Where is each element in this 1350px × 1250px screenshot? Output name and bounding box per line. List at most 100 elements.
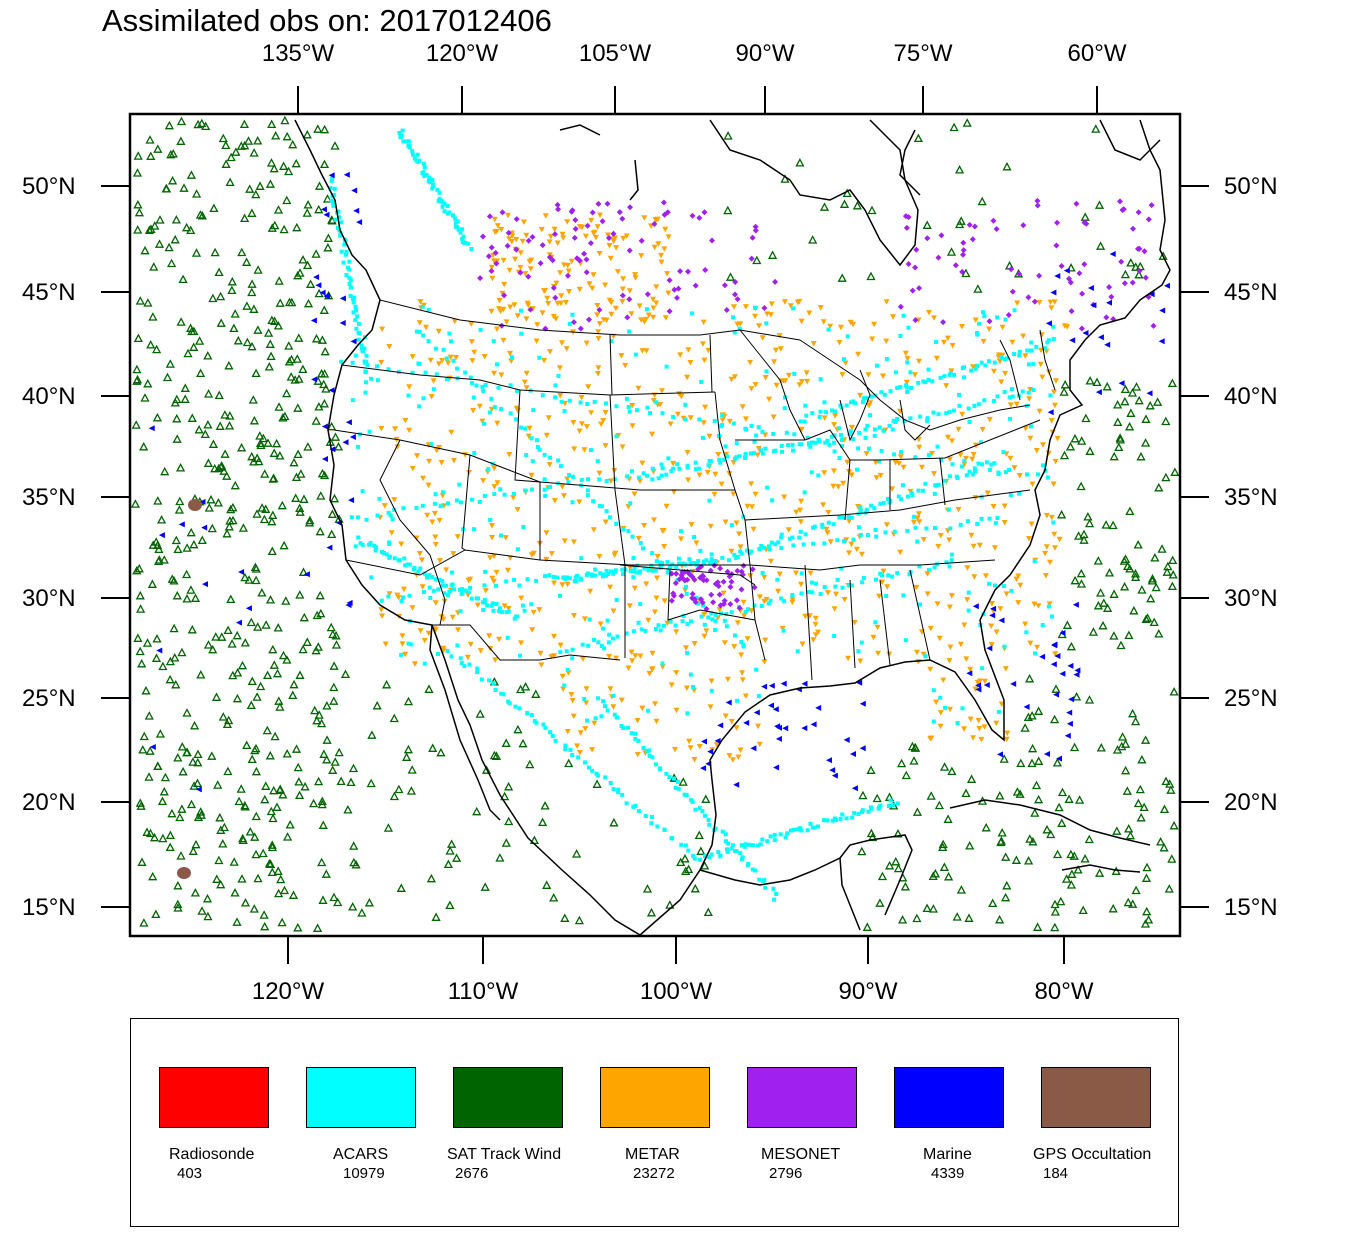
metar-marker [455,627,461,633]
acars-marker [671,776,676,781]
metar-marker [548,551,555,557]
sat-track-wind-marker [1128,899,1138,908]
metar-marker [889,486,896,492]
acars-marker [791,543,796,548]
metar-marker [467,576,474,583]
sat-track-wind-marker [564,758,574,768]
acars-marker [827,442,832,447]
mesonet-marker [546,254,553,261]
sat-track-wind-marker [1114,442,1124,452]
sat-track-wind-marker [151,909,161,919]
acars-marker [404,139,409,144]
sat-track-wind-marker [189,781,199,790]
metar-marker [713,742,720,748]
sat-track-wind-marker [1062,874,1072,883]
sat-track-wind-marker [295,507,305,516]
sat-track-wind-marker [282,388,292,398]
metar-marker [1027,640,1034,647]
acars-marker [493,688,498,692]
acars-marker [694,595,699,600]
acars-marker [700,809,705,814]
acars-marker [860,580,865,585]
sat-track-wind-marker [1125,421,1135,431]
metar-marker [466,470,472,476]
mesonet-marker [1142,274,1149,281]
acars-marker [463,370,468,375]
metar-marker [989,601,995,607]
metar-marker [1009,339,1016,346]
metar-marker [623,233,630,239]
acars-marker [858,509,863,514]
metar-marker [649,431,656,438]
metar-marker [937,533,944,539]
mesonet-marker [1136,267,1143,274]
acars-marker [697,806,702,811]
mesonet-marker [513,246,520,253]
sat-track-wind-marker [253,265,263,274]
acars-marker [1025,348,1030,353]
acars-marker [888,389,893,394]
mesonet-marker [517,269,524,276]
metar-marker [789,597,796,603]
acars-marker [739,551,744,556]
sat-track-wind-marker [243,136,254,145]
mesonet-marker [727,584,734,590]
metar-marker [510,495,517,501]
acars-marker [511,577,516,582]
acars-marker [1012,308,1017,313]
metar-marker [449,614,456,621]
sat-track-wind-marker [1020,723,1030,732]
acars-marker [737,326,742,331]
metar-marker [981,724,988,730]
acars-marker [761,879,765,884]
sat-track-wind-marker [268,510,278,520]
metar-marker [733,725,740,731]
sat-track-wind-marker [269,448,279,457]
acars-marker [739,843,744,848]
acars-marker [570,312,575,317]
acars-marker [849,583,854,588]
acars-marker [893,370,898,375]
sat-track-wind-marker [271,131,281,140]
sat-track-wind-marker [428,743,438,752]
mesonet-marker [751,584,758,591]
sat-track-wind-marker [253,873,263,883]
sat-track-wind-marker [157,796,168,806]
acars-marker [373,548,378,553]
metar-marker [654,575,660,581]
acars-marker [813,440,818,445]
acars-marker [348,285,353,290]
sat-track-wind-marker [327,529,337,539]
acars-marker [701,560,706,565]
acars-marker [741,644,746,649]
metar-marker [589,747,596,753]
acars-marker [973,366,978,371]
acars-marker [758,842,763,847]
metar-marker [1052,402,1058,409]
acars-marker [475,666,480,671]
acars-marker [724,612,729,617]
acars-marker [967,469,972,474]
acars-marker [436,652,440,656]
acars-marker [407,562,412,567]
sat-track-wind-marker [964,913,974,922]
metar-marker [665,290,672,296]
sat-track-wind-marker [1098,620,1108,630]
sat-track-wind-marker [329,661,339,670]
right-lat-label: 35°N [1224,484,1278,511]
sat-track-wind-marker [1085,376,1095,385]
sat-track-wind-marker [132,565,142,575]
metar-marker [576,499,583,505]
mesonet-marker [670,590,677,597]
acars-marker [482,421,487,426]
right-lat-label: 30°N [1224,585,1278,612]
acars-marker [659,462,664,467]
metar-marker [803,370,810,376]
sat-track-wind-marker [206,494,216,504]
sat-track-wind-marker [1053,849,1063,859]
marine-marker [782,725,789,732]
metar-marker [423,324,429,331]
metar-marker [618,697,625,704]
sat-track-wind-marker [1034,794,1044,804]
metar-marker [684,374,691,381]
